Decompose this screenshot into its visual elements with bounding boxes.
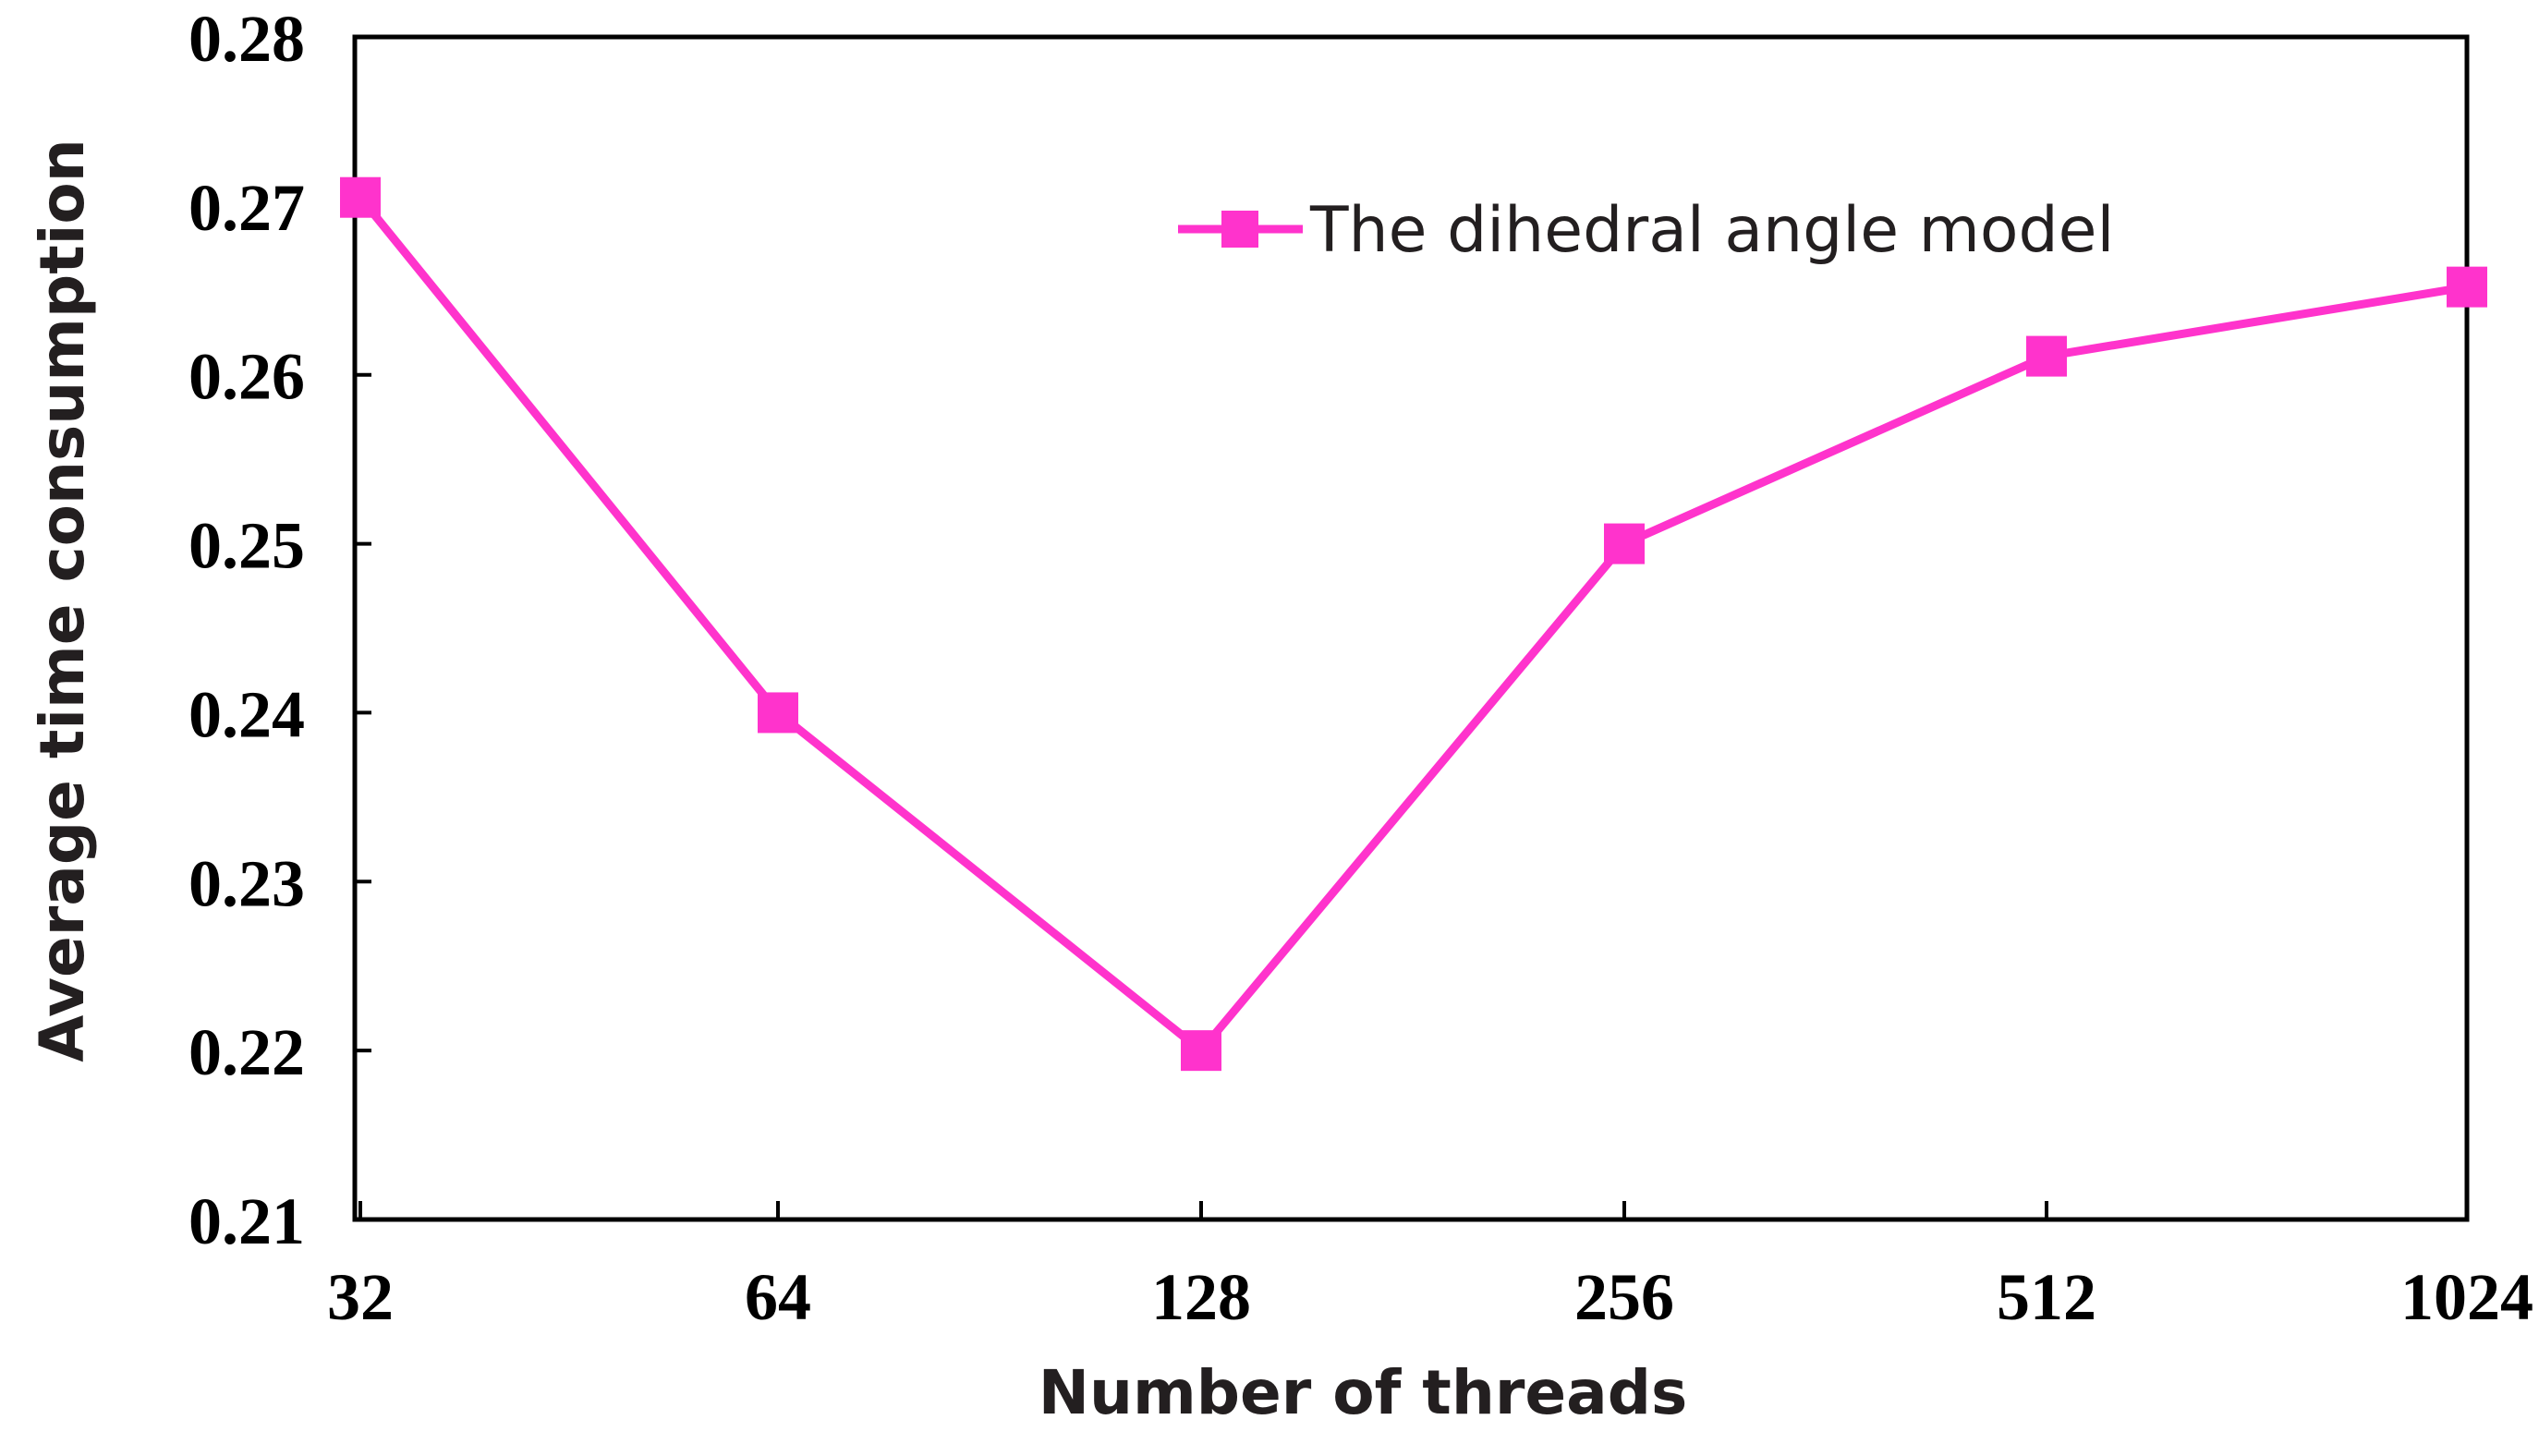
y-tick-label: 0.24 <box>188 677 305 751</box>
y-tick-label: 0.21 <box>188 1184 305 1258</box>
x-tick-label: 256 <box>1574 1260 1674 1334</box>
y-tick-label: 0.28 <box>188 2 305 76</box>
x-tick-label: 1024 <box>2400 1260 2533 1334</box>
y-tick-label: 0.23 <box>188 846 305 920</box>
legend-marker <box>1221 211 1258 248</box>
x-axis-ticks: 32 64 128 256 512 1024 <box>327 1201 2533 1334</box>
x-tick-label: 64 <box>745 1260 811 1334</box>
plot-area <box>352 34 2470 1222</box>
y-axis-title: Average time consumption <box>27 139 98 1062</box>
data-point-marker <box>2026 335 2067 377</box>
x-axis-title: Number of threads <box>1039 1357 1687 1428</box>
x-tick-label: 128 <box>1151 1260 1251 1334</box>
data-point-marker <box>1604 523 1645 564</box>
y-tick-label: 0.27 <box>188 171 305 245</box>
x-tick-label: 32 <box>327 1260 394 1334</box>
data-point-marker <box>758 692 798 734</box>
data-point-marker <box>1181 1030 1221 1072</box>
y-tick-label: 0.26 <box>188 340 305 414</box>
y-tick-label: 0.22 <box>188 1015 305 1089</box>
x-tick-label: 512 <box>1997 1260 2096 1334</box>
legend: The dihedral angle model <box>1178 194 2114 267</box>
data-point-marker <box>2447 266 2487 308</box>
legend-label: The dihedral angle model <box>1309 194 2114 267</box>
y-tick-label: 0.25 <box>188 509 305 583</box>
series-line <box>357 194 2468 1055</box>
data-point-marker <box>340 176 381 218</box>
y-axis-ticks: 0.21 0.22 0.23 0.24 0.25 0.26 0.27 0.28 <box>188 2 371 1258</box>
series-layer <box>340 176 2487 1072</box>
